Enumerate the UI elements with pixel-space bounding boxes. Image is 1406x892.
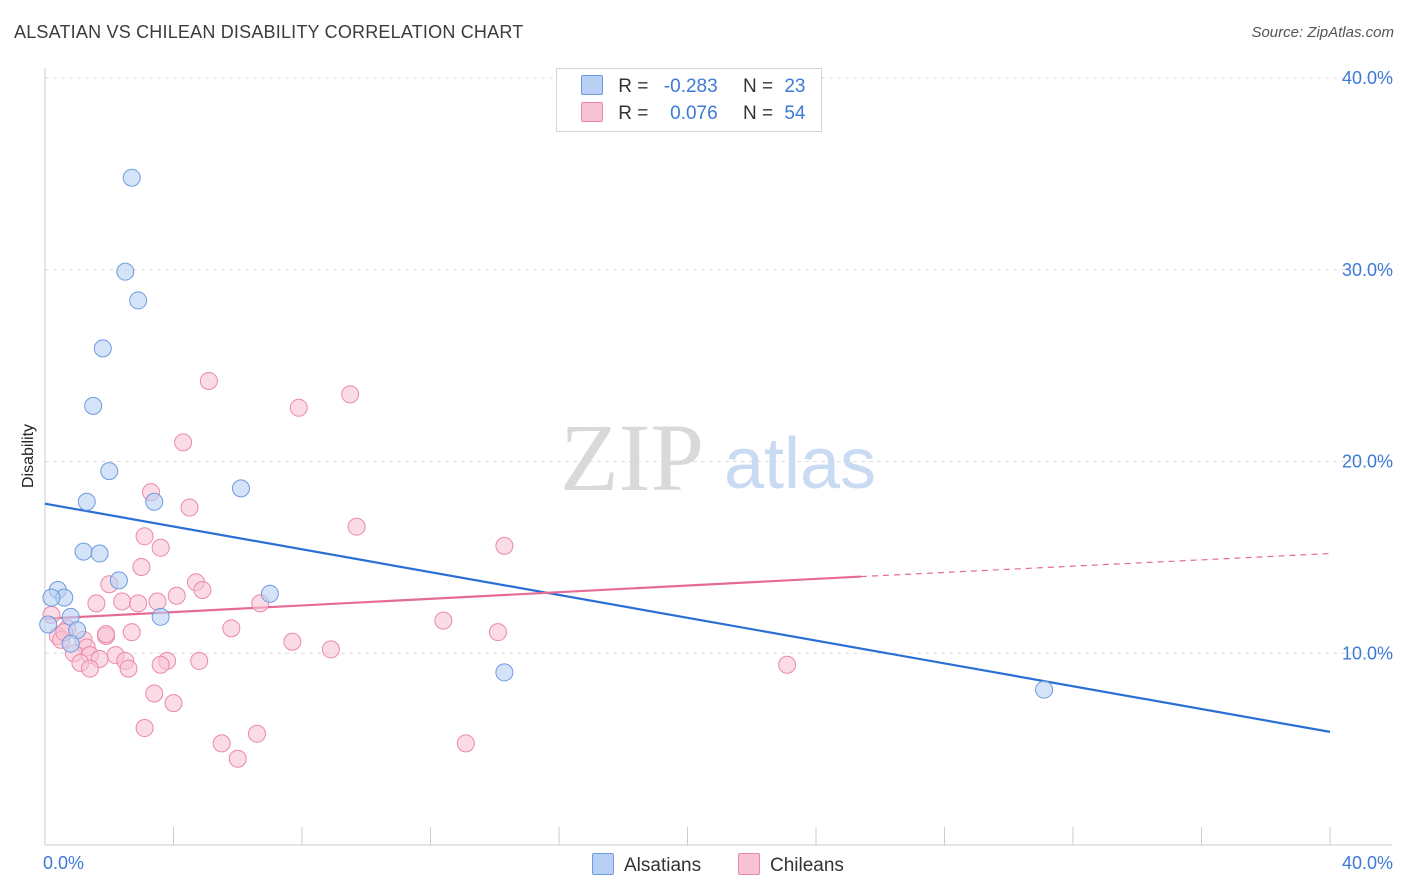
chilean-point — [113, 592, 132, 611]
chilean-point — [164, 694, 183, 713]
chilean-trend-line — [44, 575, 862, 620]
chilean-point — [228, 749, 247, 768]
chilean-point — [193, 580, 212, 599]
alsatian-point — [129, 291, 148, 310]
chilean-point — [488, 623, 507, 642]
legend-r-value: 0.076 — [670, 103, 718, 124]
chart-source: Source: ZipAtlas.com — [1251, 24, 1394, 41]
bottom-legend-alsatians: Alsatians — [592, 853, 701, 877]
chilean-swatch — [738, 853, 760, 875]
alsatian-point — [93, 339, 112, 358]
grid-lines — [45, 77, 1392, 654]
axes — [44, 68, 1392, 846]
alsatian-swatch — [592, 853, 614, 875]
chilean-point — [135, 527, 154, 546]
alsatian-point — [122, 168, 141, 187]
legend-r-value: -0.283 — [663, 76, 718, 97]
legend-n-label: N = — [742, 76, 774, 97]
alsatian-point — [495, 663, 514, 682]
alsatian-point — [260, 584, 279, 603]
chilean-point — [132, 557, 151, 576]
chilean-point — [80, 659, 99, 678]
watermark: ZIP atlas — [560, 404, 876, 511]
chilean-point — [341, 385, 360, 404]
legend-r-label: R = — [618, 76, 649, 97]
trend-lines — [44, 502, 1331, 733]
alsatian-point — [116, 262, 135, 281]
chilean-point — [151, 655, 170, 674]
chilean-point — [97, 625, 116, 644]
chilean-point — [321, 640, 340, 659]
alsatian-point — [74, 542, 93, 561]
chilean-point — [190, 651, 209, 670]
chilean-point — [289, 398, 308, 417]
legend-row-alsatians: R = -0.283 N = 23 — [581, 75, 805, 99]
alsatian-point — [90, 544, 109, 563]
chilean-point — [148, 592, 167, 611]
chilean-point — [87, 594, 106, 613]
chilean-point — [778, 655, 797, 674]
chilean-point — [167, 586, 186, 605]
chilean-point — [119, 659, 138, 678]
y-tick-label: 20.0% — [1342, 452, 1393, 472]
alsatians-label: Alsatians — [624, 855, 702, 876]
axis-ticks: 10.0% 20.0% 30.0% 40.0% 0.0% 40.0% — [43, 68, 1393, 873]
alsatian-point — [109, 571, 128, 590]
alsatian-point — [42, 588, 61, 607]
alsatian-point — [1035, 680, 1054, 699]
chilean-point — [283, 632, 302, 651]
alsatian-point — [151, 607, 170, 626]
bottom-legend-chileans: Chileans — [738, 853, 844, 877]
alsatian-point — [145, 492, 164, 511]
chilean-point — [199, 371, 218, 390]
chilean-point — [222, 619, 241, 638]
alsatian-point — [39, 615, 58, 634]
chilean-point — [129, 594, 148, 613]
chilean-swatch — [581, 102, 603, 122]
y-tick-label: 30.0% — [1342, 260, 1393, 280]
chilean-point — [434, 611, 453, 630]
chart-title: ALSATIAN VS CHILEAN DISABILITY CORRELATI… — [14, 22, 524, 42]
alsatian-swatch — [581, 75, 603, 95]
x-tick-label: 0.0% — [43, 853, 84, 873]
alsatian-point — [231, 479, 250, 498]
alsatian-point — [100, 462, 119, 481]
y-tick-label: 10.0% — [1342, 643, 1393, 663]
alsatian-point — [84, 396, 103, 415]
watermark-atlas: atlas — [724, 424, 876, 504]
legend-row-chileans: R = 0.076 N = 54 — [581, 102, 805, 126]
alsatian-point — [77, 492, 96, 511]
chilean-point — [135, 719, 154, 738]
chilean-point — [151, 538, 170, 557]
watermark-zip: ZIP — [560, 404, 704, 511]
legend-r-label: R = — [618, 103, 649, 124]
alsatian-trend-line — [44, 502, 1331, 733]
chilean-point — [180, 498, 199, 517]
chilean-point — [145, 684, 164, 703]
x-tick-label: 40.0% — [1342, 853, 1393, 873]
legend-n-value: 54 — [784, 103, 806, 124]
chilean-point — [174, 433, 193, 452]
chilean-trend-extension — [860, 552, 1331, 578]
y-axis-title: Disability — [20, 424, 37, 488]
chilean-point — [347, 517, 366, 536]
chilean-point — [495, 536, 514, 555]
y-tick-label: 40.0% — [1342, 68, 1393, 88]
chileans-label: Chileans — [770, 855, 844, 876]
chilean-point — [456, 734, 475, 753]
chilean-point — [122, 623, 141, 642]
legend-n-value: 23 — [784, 76, 806, 97]
alsatian-point — [61, 634, 80, 653]
data-points — [39, 168, 1054, 768]
legend-n-label: N = — [742, 103, 774, 124]
chilean-point — [212, 734, 231, 753]
correlation-legend: R = -0.283 N = 23 R = 0.076 N = 54 — [556, 68, 822, 132]
chilean-point — [248, 724, 267, 743]
